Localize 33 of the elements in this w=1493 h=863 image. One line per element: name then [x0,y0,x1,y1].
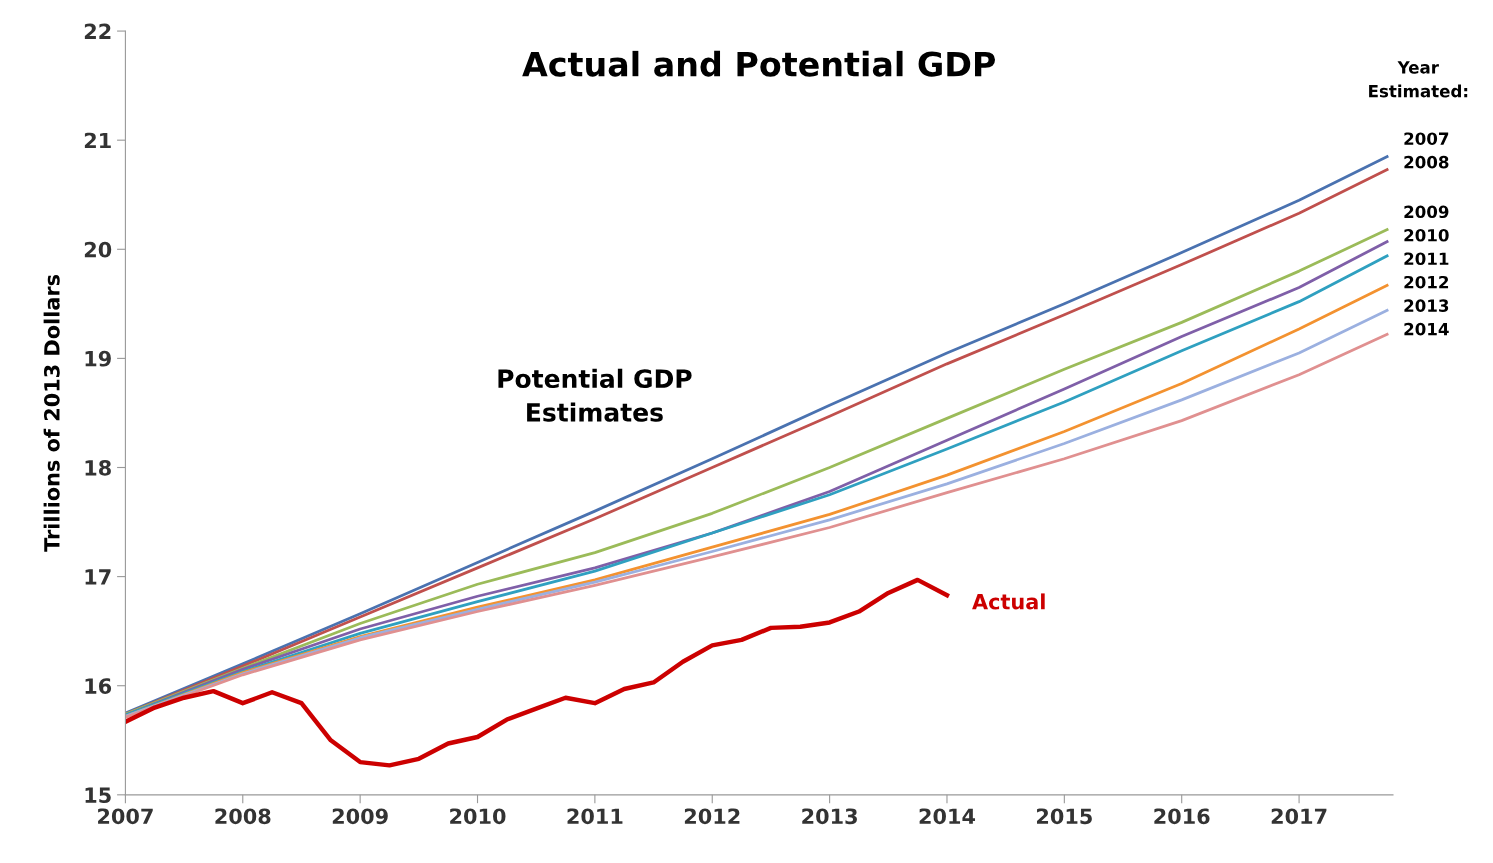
series-label: 2014 [1404,322,1449,336]
y-tick-label: 17 [85,569,111,585]
chart-title: Actual and Potential GDP [522,50,996,77]
legend-title: Year Estimated: [1369,61,1468,98]
x-tick-label: 2010 [450,808,506,825]
x-tick-label: 2007 [98,808,153,825]
x-tick-label: 2013 [802,808,857,825]
x-tick-label: 2008 [215,808,271,825]
x-tick-label: 2017 [1271,808,1327,825]
x-tick-label: 2016 [1154,808,1210,825]
series-label: 2010 [1404,228,1449,242]
x-tick-label: 2011 [567,808,623,825]
y-tick-label: 20 [84,241,112,258]
y-tick-label: 22 [84,23,111,39]
y-axis-title: Trillions of 2013 Dollars [43,274,60,552]
x-tick-label: 2009 [332,808,388,825]
x-tick-label: 2015 [1037,808,1092,825]
y-tick-label: 15 [85,787,111,804]
y-tick-label: 21 [84,132,111,149]
series-label: 2009 [1404,205,1449,219]
x-tick-label: 2014 [919,808,976,825]
series-label: 2008 [1404,155,1449,169]
series-label: 2011 [1404,252,1449,266]
annotation: Potential GDP Estimates [498,368,692,422]
series-label: 2007 [1404,132,1449,146]
series-label: 2013 [1404,299,1449,312]
y-tick-label: 16 [85,678,112,694]
line-series [125,577,950,768]
x-tick-label: 2012 [684,808,740,825]
series-label: Actual [972,593,1045,610]
series-label: 2012 [1404,275,1449,289]
y-tick-label: 19 [85,350,111,367]
y-tick-label: 18 [85,459,111,476]
